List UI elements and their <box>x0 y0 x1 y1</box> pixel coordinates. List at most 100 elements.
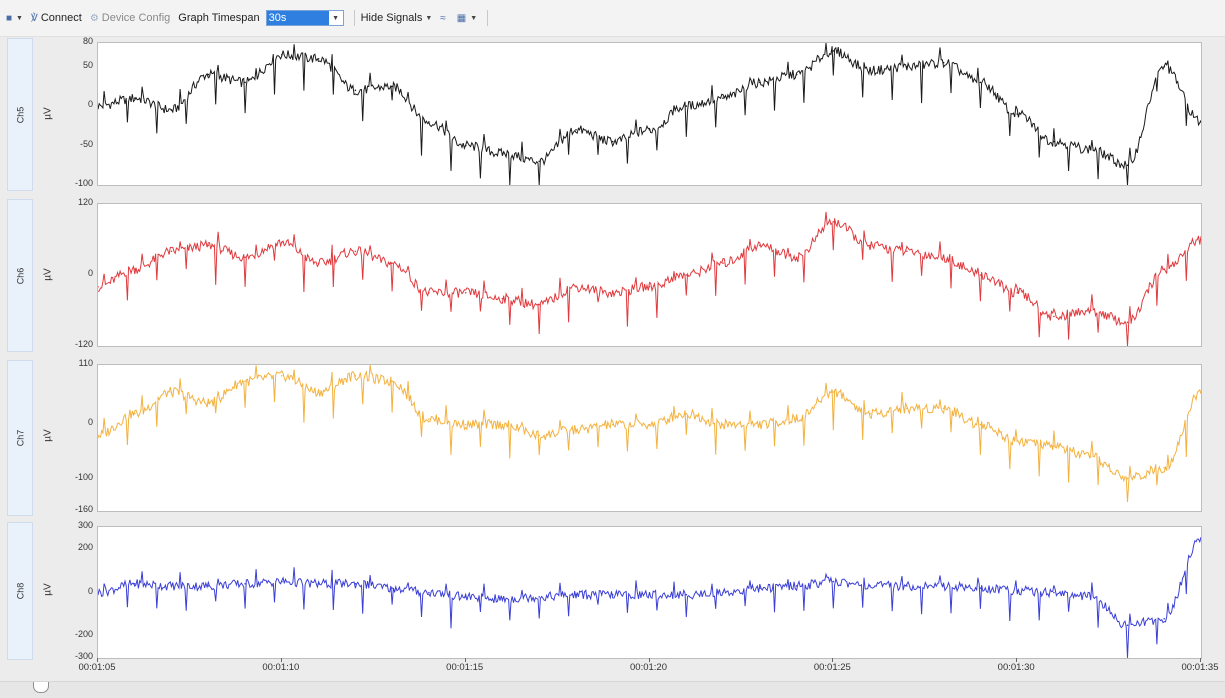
data-point <box>354 583 357 585</box>
data-point <box>354 250 357 253</box>
data-point <box>428 418 430 420</box>
data-point <box>170 109 173 111</box>
y-tick-label: -120 <box>74 339 93 349</box>
data-point <box>795 585 798 587</box>
menu-dropdown-button[interactable]: ■ ▼ <box>6 13 23 24</box>
data-point <box>942 256 945 259</box>
data-point <box>1089 148 1092 151</box>
data-point <box>501 598 504 600</box>
x-tick <box>97 658 98 662</box>
signal-trace-ch7 <box>98 365 1201 503</box>
y-tick-label: -160 <box>74 504 93 514</box>
graph-timespan-select[interactable]: 30s ▼ <box>265 10 344 26</box>
grid-view-icon: ▦ <box>456 12 467 24</box>
y-tick-label: 200 <box>77 541 93 552</box>
data-point <box>281 580 283 583</box>
signal-trace-ch5 <box>98 43 1201 185</box>
data-point <box>207 402 210 404</box>
x-tick <box>1016 658 1018 662</box>
channel-panel-ch8: Ch8 µV 300 200 0 -200 -300 <box>0 520 1225 661</box>
time-scrollbar[interactable] <box>0 681 1225 698</box>
data-point <box>1163 617 1165 620</box>
data-point <box>1126 624 1129 627</box>
x-tick-label: 00:01:15 <box>446 662 484 673</box>
data-point <box>1200 238 1201 241</box>
app-menu-icon: ■ <box>6 12 13 24</box>
y-tick-label: 80 <box>82 36 93 46</box>
chevron-down-icon: ▼ <box>470 14 478 22</box>
x-tick <box>280 658 282 662</box>
data-point <box>98 105 99 107</box>
data-point <box>207 73 210 76</box>
y-axis-unit: µV <box>42 107 54 120</box>
data-point <box>1016 589 1018 592</box>
connect-button[interactable]: ℣ Connect <box>31 12 82 24</box>
data-point <box>317 391 320 393</box>
channel-panel-ch7: Ch7 µV 110 0 -100 -160 <box>0 358 1225 516</box>
x-tick <box>1200 658 1201 662</box>
data-point <box>391 262 393 264</box>
data-point <box>832 221 835 223</box>
data-point <box>722 591 724 594</box>
data-point <box>1163 65 1165 68</box>
plot-area[interactable] <box>97 364 1202 512</box>
x-tick <box>648 658 650 662</box>
data-point <box>1053 140 1055 143</box>
data-point <box>244 256 246 259</box>
channel-tab[interactable]: Ch7 <box>7 360 33 516</box>
hide-signals-label: Hide Signals <box>360 12 423 24</box>
data-point <box>207 585 210 587</box>
data-point <box>317 58 320 60</box>
data-point <box>942 407 945 410</box>
data-point <box>281 241 283 244</box>
data-point <box>1016 113 1018 115</box>
device-config-button[interactable]: ⚙ Device Config <box>90 12 170 24</box>
data-point <box>869 69 871 72</box>
data-point <box>869 244 871 247</box>
scrollbar-thumb[interactable] <box>33 682 49 693</box>
y-tick-label: -100 <box>74 471 93 482</box>
plot-area[interactable] <box>97 526 1202 659</box>
data-point <box>611 423 614 426</box>
y-tick-label: 0 <box>87 585 93 596</box>
data-point <box>722 423 724 426</box>
data-point <box>207 244 210 247</box>
hide-signals-dropdown[interactable]: Hide Signals ▼ <box>361 12 433 24</box>
data-point <box>1200 537 1201 539</box>
y-tick-label: -50 <box>79 138 93 149</box>
data-point <box>1163 466 1165 469</box>
data-point <box>979 81 982 84</box>
chevron-down-icon: ▼ <box>332 14 340 22</box>
data-point <box>611 593 614 596</box>
data-point <box>759 81 761 84</box>
data-point <box>759 587 761 589</box>
data-point <box>979 274 982 276</box>
channel-tab[interactable]: Ch6 <box>7 199 33 352</box>
x-tick-label: 00:01:10 <box>262 662 300 673</box>
y-tick-label: 110 <box>78 358 93 368</box>
x-tick-label: 00:01:30 <box>997 662 1035 673</box>
plot-area[interactable] <box>97 203 1202 347</box>
x-tick <box>832 658 834 662</box>
chevron-down-icon: ▼ <box>16 14 23 22</box>
data-point <box>170 585 173 587</box>
y-tick-label: 0 <box>87 99 93 110</box>
data-point <box>170 391 173 393</box>
channel-name: Ch7 <box>14 429 25 447</box>
graph-timespan-label: Graph Timespan <box>178 12 260 24</box>
view-options-button[interactable]: ▦ ▼ <box>457 13 477 24</box>
channel-tab[interactable]: Ch5 <box>7 38 33 191</box>
data-point <box>685 105 688 107</box>
channel-tab[interactable]: Ch8 <box>7 522 33 660</box>
data-point <box>501 297 504 300</box>
data-point <box>979 423 982 426</box>
data-point <box>832 580 835 583</box>
data-point <box>98 286 99 288</box>
y-tick-label: 0 <box>87 417 93 428</box>
data-point <box>464 596 467 598</box>
data-point <box>979 587 982 589</box>
chart-type-button[interactable]: ≈ <box>440 13 449 24</box>
data-point <box>685 593 688 596</box>
plot-area[interactable] <box>97 42 1202 186</box>
device-config-label: Device Config <box>101 12 171 24</box>
